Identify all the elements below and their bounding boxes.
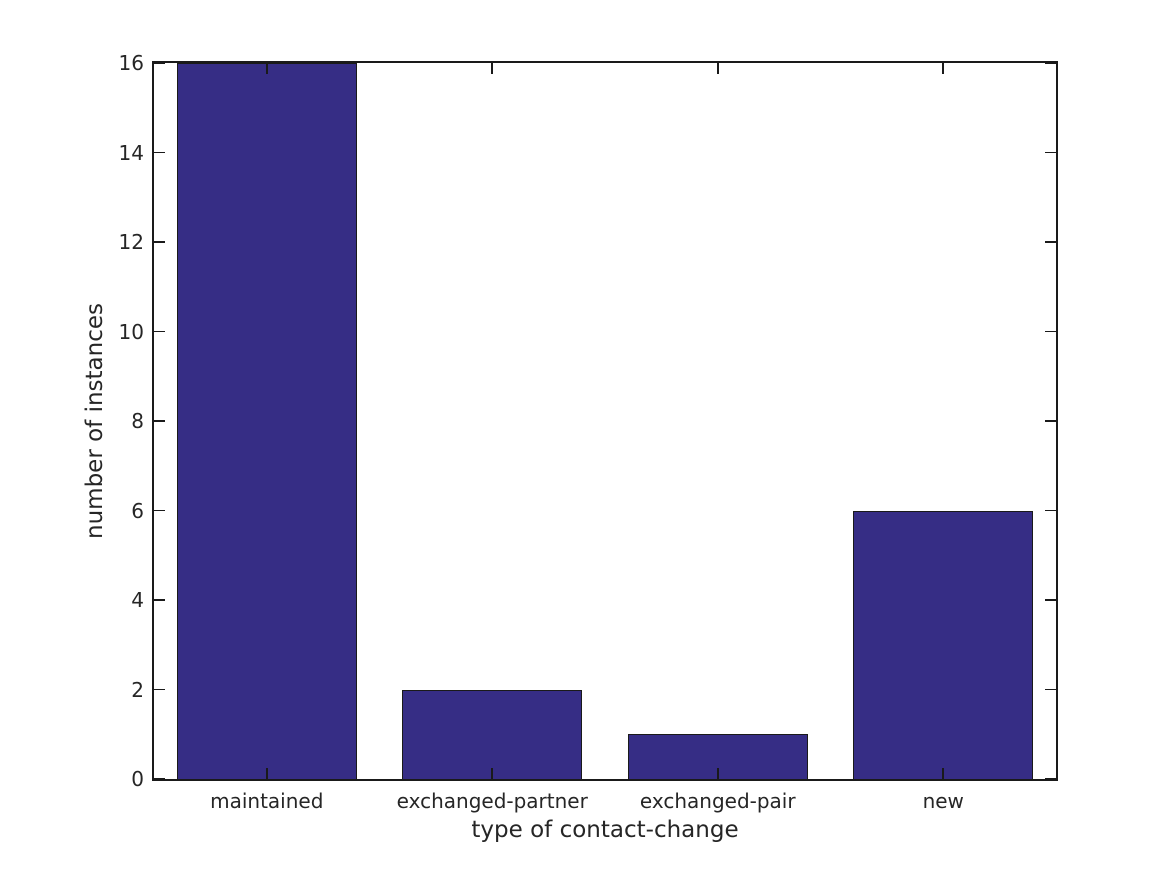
y-tick-label: 2 — [131, 677, 144, 702]
x-tick-top — [265, 63, 268, 74]
y-tick-right — [1045, 420, 1056, 422]
plot-area — [152, 61, 1058, 781]
y-tick-left — [154, 688, 165, 691]
x-tick-bottom — [491, 768, 494, 779]
y-tick-label: 16 — [118, 51, 144, 75]
bar-exchanged-partner — [402, 689, 583, 779]
y-tick-right — [1045, 509, 1056, 512]
x-tick-label: exchanged-pair — [639, 789, 796, 813]
y-tick-right — [1045, 688, 1056, 691]
x-tick-label: exchanged-partner — [396, 789, 588, 813]
x-tick-label: new — [922, 789, 964, 813]
y-tick-label: 0 — [131, 767, 144, 791]
y-tick-left — [154, 599, 165, 601]
y-tick-left — [154, 778, 165, 780]
y-tick-label: 6 — [131, 498, 144, 523]
bars-layer — [154, 63, 1056, 779]
y-tick-right — [1045, 778, 1056, 780]
y-tick-right — [1045, 241, 1056, 243]
x-tick-top — [491, 63, 494, 74]
bar-new — [853, 510, 1034, 779]
y-tick-right — [1045, 599, 1056, 601]
y-tick-left — [154, 509, 165, 512]
y-tick-right — [1045, 151, 1056, 154]
bar-maintained — [176, 63, 357, 779]
y-tick-label: 8 — [131, 409, 144, 433]
x-tick-top — [942, 63, 945, 74]
x-tick-bottom — [942, 768, 945, 779]
y-tick-left — [154, 420, 165, 422]
x-axis-label: type of contact-change — [471, 817, 739, 843]
x-tick-bottom — [265, 768, 268, 779]
y-tick-left — [154, 151, 165, 154]
ticks-layer — [154, 62, 1056, 780]
y-tick-left — [154, 241, 165, 243]
y-tick-label: 12 — [118, 230, 144, 254]
y-tick-left — [154, 330, 165, 333]
x-tick-label: maintained — [210, 789, 324, 813]
x-tick-bottom — [716, 768, 719, 779]
y-tick-left — [154, 62, 165, 64]
y-tick-right — [1045, 330, 1056, 333]
y-tick-label: 10 — [118, 319, 144, 344]
y-tick-label: 4 — [131, 588, 144, 612]
x-tick-top — [716, 63, 719, 74]
y-tick-right — [1045, 62, 1056, 64]
y-tick-label: 14 — [118, 140, 144, 165]
